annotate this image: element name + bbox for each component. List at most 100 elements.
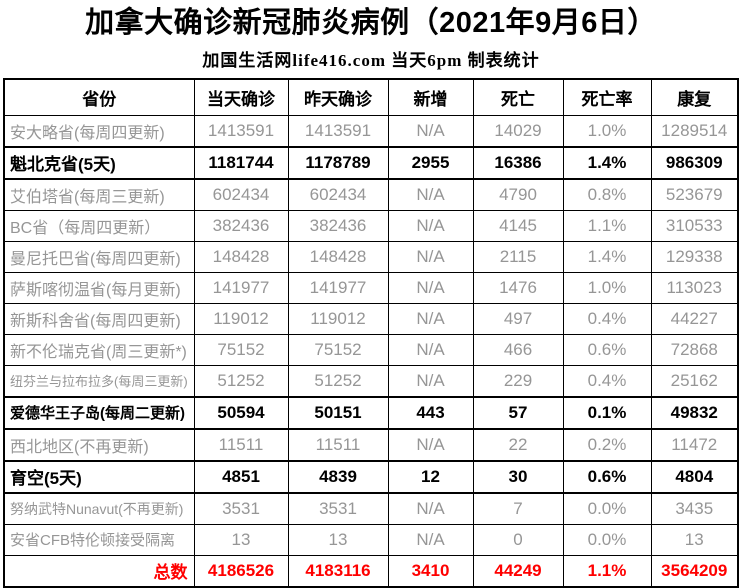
recovered: 113023 [650, 271, 739, 304]
death-rate: 0.6% [562, 459, 652, 494]
deaths: 1476 [472, 271, 564, 304]
table-row: 新斯科舍省(每周四更新) 119012 119012 N/A 497 0.4% … [3, 302, 739, 335]
death-rate: 0.4% [562, 364, 652, 398]
death-rate: 0.6% [562, 333, 652, 366]
deaths: 4145 [472, 209, 564, 242]
today-confirmed: 602434 [193, 178, 289, 211]
yesterday-confirmed: 119012 [287, 302, 389, 335]
new-cases: 12 [387, 459, 474, 494]
table-row: 纽芬兰与拉布拉多(每周三更新) 51252 51252 N/A 229 0.4%… [3, 364, 739, 398]
recovered: 25162 [650, 364, 739, 398]
deaths: 44249 [472, 554, 564, 588]
total-row: 总数 4186526 4183116 3410 44249 1.1% 35642… [3, 554, 739, 588]
today-confirmed: 13 [193, 523, 289, 556]
death-rate: 0.1% [562, 395, 652, 430]
province-name: 魁北克省(5天) [3, 145, 195, 180]
new-cases: N/A [387, 333, 474, 366]
new-cases: 2955 [387, 145, 474, 180]
new-cases: N/A [387, 240, 474, 273]
new-cases: N/A [387, 492, 474, 525]
new-cases: N/A [387, 114, 474, 148]
death-rate: 0.0% [562, 523, 652, 556]
deaths: 7 [472, 492, 564, 525]
new-cases: 443 [387, 395, 474, 430]
province-name: 纽芬兰与拉布拉多(每周三更新) [3, 364, 195, 398]
table-row: 曼尼托巴省(每周四更新) 148428 148428 N/A 2115 1.4%… [3, 240, 739, 273]
recovered: 523679 [650, 178, 739, 211]
recovered: 4804 [650, 459, 739, 494]
today-confirmed: 382436 [193, 209, 289, 242]
table-row: 新不伦瑞克省(周三更新*) 75152 75152 N/A 466 0.6% 7… [3, 333, 739, 366]
deaths: 497 [472, 302, 564, 335]
recovered: 1289514 [650, 114, 739, 148]
new-cases: N/A [387, 364, 474, 398]
today-confirmed: 1181744 [193, 145, 289, 180]
recovered: 310533 [650, 209, 739, 242]
yesterday-confirmed: 148428 [287, 240, 389, 273]
today-confirmed: 4851 [193, 459, 289, 494]
page-title: 加拿大确诊新冠肺炎病例（2021年9月6日） [85, 7, 657, 39]
yesterday-confirmed: 51252 [287, 364, 389, 398]
province-name: 新斯科舍省(每周四更新) [3, 302, 195, 335]
yesterday-confirmed: 4183116 [287, 554, 389, 588]
yesterday-confirmed: 75152 [287, 333, 389, 366]
yesterday-confirmed: 602434 [287, 178, 389, 211]
death-rate: 1.0% [562, 271, 652, 304]
table-row: 爱德华王子岛(每周二更新) 50594 50151 443 57 0.1% 49… [3, 395, 739, 430]
today-confirmed: 119012 [193, 302, 289, 335]
page-subtitle: 加国生活网life416.com 当天6pm 制表统计 [202, 50, 540, 70]
province-name: 安省CFB特伦顿接受隔离 [3, 523, 195, 556]
province-name: 西北地区(不再更新) [3, 428, 195, 462]
today-confirmed: 1413591 [193, 114, 289, 148]
recovered: 49832 [650, 395, 739, 430]
death-rate: 1.4% [562, 145, 652, 180]
province-name: 育空(5天) [3, 459, 195, 494]
province-name: 艾伯塔省(每周三更新) [3, 178, 195, 211]
province-name: 爱德华王子岛(每周二更新) [3, 395, 195, 430]
col-header-death-rate: 死亡率 [562, 78, 652, 116]
col-header-province: 省份 [3, 78, 195, 116]
yesterday-confirmed: 141977 [287, 271, 389, 304]
yesterday-confirmed: 11511 [287, 428, 389, 462]
deaths: 229 [472, 364, 564, 398]
death-rate: 1.0% [562, 114, 652, 148]
recovered: 13 [650, 523, 739, 556]
death-rate: 0.0% [562, 492, 652, 525]
deaths: 16386 [472, 145, 564, 180]
new-cases: N/A [387, 209, 474, 242]
province-name: 努纳武特Nunavut(不再更新) [3, 492, 195, 525]
yesterday-confirmed: 4839 [287, 459, 389, 494]
col-header-yesterday-confirmed: 昨天确诊 [287, 78, 389, 116]
new-cases: N/A [387, 523, 474, 556]
table-row: 西北地区(不再更新) 11511 11511 N/A 22 0.2% 11472 [3, 428, 739, 462]
table-row: 育空(5天) 4851 4839 12 30 0.6% 4804 [3, 459, 739, 494]
recovered: 3564209 [650, 554, 739, 588]
recovered: 44227 [650, 302, 739, 335]
recovered: 72868 [650, 333, 739, 366]
death-rate: 0.8% [562, 178, 652, 211]
death-rate: 1.1% [562, 554, 652, 588]
province-name: 安大略省(每周四更新) [3, 114, 195, 148]
deaths: 22 [472, 428, 564, 462]
table-row: 魁北克省(5天) 1181744 1178789 2955 16386 1.4%… [3, 145, 739, 180]
total-label: 总数 [3, 554, 195, 588]
death-rate: 1.4% [562, 240, 652, 273]
death-rate: 0.2% [562, 428, 652, 462]
col-header-recovered: 康复 [650, 78, 739, 116]
today-confirmed: 75152 [193, 333, 289, 366]
recovered: 3435 [650, 492, 739, 525]
new-cases: N/A [387, 271, 474, 304]
today-confirmed: 3531 [193, 492, 289, 525]
new-cases: N/A [387, 302, 474, 335]
yesterday-confirmed: 13 [287, 523, 389, 556]
covid-table: 省份 当天确诊 昨天确诊 新增 死亡 死亡率 康复 安大略省(每周四更新) 14… [3, 77, 739, 588]
header-row: 省份 当天确诊 昨天确诊 新增 死亡 死亡率 康复 [3, 78, 739, 116]
col-header-new-cases: 新增 [387, 78, 474, 116]
province-name: 曼尼托巴省(每周四更新) [3, 240, 195, 273]
table-row: 安省CFB特伦顿接受隔离 13 13 N/A 0 0.0% 13 [3, 523, 739, 556]
table-row: 安大略省(每周四更新) 1413591 1413591 N/A 14029 1.… [3, 114, 739, 148]
today-confirmed: 148428 [193, 240, 289, 273]
new-cases: N/A [387, 428, 474, 462]
deaths: 466 [472, 333, 564, 366]
province-name: 萨斯喀彻温省(每月更新) [3, 271, 195, 304]
